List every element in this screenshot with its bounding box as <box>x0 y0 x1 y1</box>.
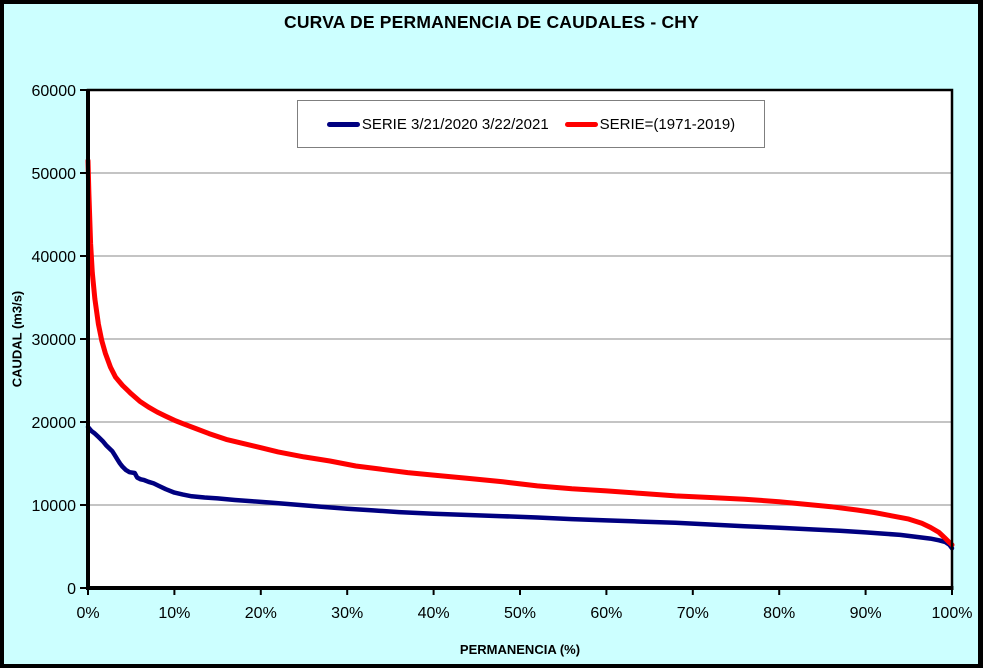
series-line-0 <box>85 424 955 551</box>
x-tick-label: 50% <box>504 605 536 622</box>
y-tick-label: 60000 <box>32 83 77 100</box>
y-tick-label: 10000 <box>32 498 77 515</box>
y-tick-label: 40000 <box>32 249 77 266</box>
y-axis-title: CAUDAL (m3/s) <box>9 290 25 388</box>
x-tick-label: 30% <box>331 605 363 622</box>
y-tick-label: 20000 <box>32 415 77 432</box>
series-line-1 <box>85 158 955 548</box>
x-axis-title: PERMANENCIA (%) <box>459 642 581 657</box>
y-tick-label: 0 <box>67 581 76 598</box>
x-tick-label: 90% <box>850 605 882 622</box>
y-tick-label: 50000 <box>32 166 77 183</box>
x-tick-label: 10% <box>158 605 190 622</box>
legend-entry-serie-1971-2019: SERIE=(1971-2019) <box>564 115 736 133</box>
x-tick-label: 0% <box>76 605 99 622</box>
legend-entry-serie-2020-2021: SERIE 3/21/2020 3/22/2021 <box>326 115 549 133</box>
legend-label-serie-1971-2019: SERIE=(1971-2019) <box>599 115 736 133</box>
x-tick-label: 100% <box>932 605 973 622</box>
x-tick-label: 60% <box>590 605 622 622</box>
legend-line-swatch-blue <box>326 121 360 127</box>
legend: SERIE 3/21/2020 3/22/2021 SERIE=(1971-20… <box>297 100 765 148</box>
y-tick-label: 30000 <box>32 332 77 349</box>
x-tick-label: 70% <box>677 605 709 622</box>
legend-label-serie-2020-2021: SERIE 3/21/2020 3/22/2021 <box>361 115 549 133</box>
chart-title: CURVA DE PERMANENCIA DE CAUDALES - CHY <box>284 12 699 32</box>
x-tick-label: 40% <box>418 605 450 622</box>
x-tick-label: 20% <box>245 605 277 622</box>
legend-line-swatch-red <box>564 121 598 127</box>
x-tick-label: 80% <box>763 605 795 622</box>
